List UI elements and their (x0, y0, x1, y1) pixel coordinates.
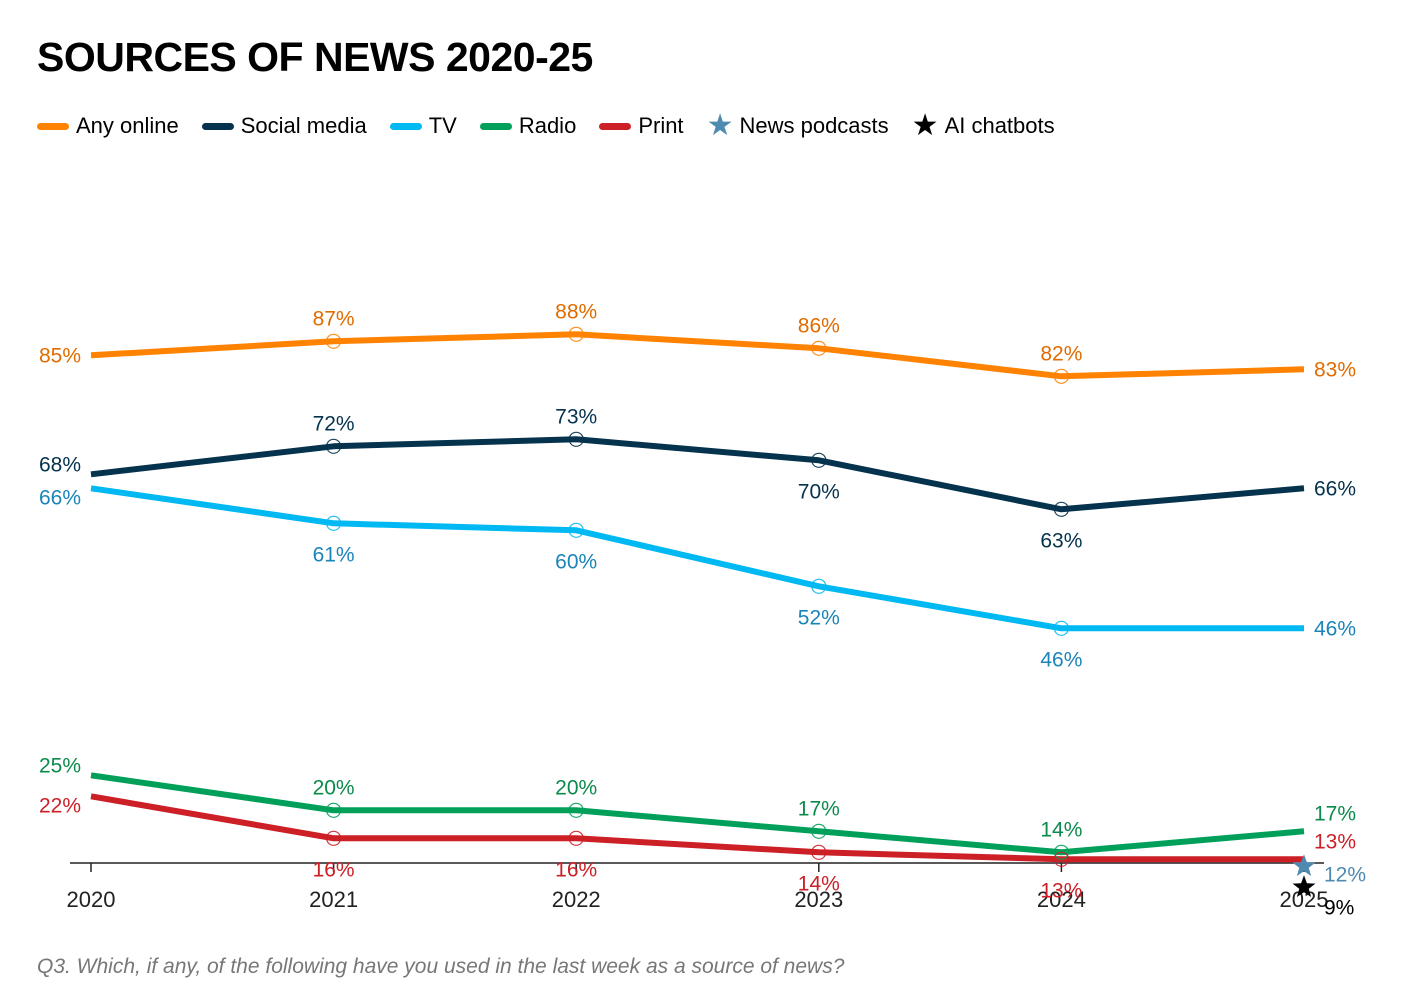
legend-label: Any online (76, 113, 179, 138)
chart-title: SOURCES OF NEWS 2020-25 (37, 34, 593, 80)
series-line-any_online (90, 331, 1305, 380)
series-markers (326, 326, 1316, 897)
data-point-print (568, 830, 584, 846)
legend-item-any-online: Any online (37, 113, 179, 139)
data-point-radio (1053, 844, 1070, 860)
legend-line-swatch (201, 122, 234, 130)
legend-line-swatch (37, 122, 69, 130)
data-point-any_online (1053, 368, 1070, 384)
data-label-radio: 20% (313, 776, 355, 799)
data-label-tv: 46% (1040, 648, 1082, 671)
legend-label: Print (638, 113, 684, 138)
data-label-radio: 25% (39, 754, 81, 777)
data-point-tv (326, 515, 342, 531)
data-point-radio (568, 802, 584, 818)
data-label-any_online: 87% (313, 307, 355, 330)
data-label-radio: 14% (1040, 818, 1082, 841)
data-label-print: 14% (798, 872, 840, 895)
data-label-social_media: 63% (1040, 529, 1082, 552)
data-label-tv: 46% (1314, 617, 1356, 640)
star-marker-news_podcasts (1292, 854, 1316, 876)
series-lines (90, 331, 1305, 863)
legend-item-social-media: Social media (201, 113, 367, 139)
x-tick-label: 2022 (552, 887, 601, 912)
legend-label: AI chatbots (944, 113, 1055, 138)
data-label-any_online: 85% (39, 344, 81, 367)
data-label-print: 13% (1314, 830, 1356, 853)
legend-item-radio: Radio (479, 113, 577, 139)
data-point-tv (1053, 620, 1070, 636)
legend-label: News podcasts (739, 113, 889, 138)
data-point-print (811, 844, 827, 860)
data-label-print: 16% (313, 858, 355, 881)
legend-star-icon: ★ (706, 109, 734, 142)
data-label-tv: 60% (555, 550, 597, 573)
legend-label: Radio (518, 113, 577, 138)
data-label-any_online: 83% (1314, 358, 1356, 381)
data-point-social_media (326, 438, 342, 454)
series-line-social_media (90, 436, 1305, 513)
legend-item-ai-chatbots: ★ AI chatbots (911, 109, 1055, 142)
data-label-tv: 61% (313, 543, 355, 566)
data-label-social_media: 73% (555, 405, 597, 428)
data-point-print (1053, 851, 1070, 867)
legend-line-swatch (599, 122, 632, 130)
x-tick-label: 2021 (309, 887, 358, 912)
data-label-radio: 20% (555, 776, 597, 799)
legend-label: TV (428, 113, 457, 138)
data-label-print: 16% (555, 858, 597, 881)
data-labels: 85% 87% 88% 86% 82% 83% 68% 72% 73% 70% 63% 66% 66% 6… (39, 300, 1366, 919)
data-label-radio: 17% (798, 797, 840, 820)
legend-item-tv: TV (389, 113, 457, 139)
data-label-any_online: 88% (555, 300, 597, 323)
chart-legend: Any online Social media TV Radio Print ★ News … (37, 110, 1078, 142)
data-label-social_media: 68% (39, 453, 81, 476)
legend-star-icon: ★ (911, 109, 939, 142)
data-label-social_media: 66% (1314, 477, 1356, 500)
data-point-print (326, 830, 342, 846)
series-line-radio (90, 772, 1305, 856)
legend-line-swatch (389, 122, 422, 130)
data-point-social_media (568, 431, 584, 447)
data-label-any_online: 82% (1040, 342, 1082, 365)
x-tick-label: 2024 (1037, 887, 1086, 912)
legend-item-news-podcasts: ★ News podcasts (706, 109, 889, 142)
data-point-any_online (326, 333, 342, 349)
data-point-radio (326, 802, 342, 818)
data-label-tv: 66% (39, 486, 81, 509)
data-label-ai_chatbots: 9% (1324, 896, 1354, 919)
data-label-any_online: 86% (798, 314, 840, 337)
legend-line-swatch (479, 122, 512, 130)
data-label-tv: 52% (798, 606, 840, 629)
data-label-social_media: 72% (313, 412, 355, 435)
data-point-any_online (811, 340, 827, 356)
data-point-any_online (568, 326, 584, 342)
series-line-tv (90, 485, 1304, 632)
data-point-social_media (1053, 501, 1070, 517)
survey-question-note: Q3. Which, if any, of the following have… (37, 955, 845, 978)
data-point-radio (811, 823, 827, 839)
star-marker-ai_chatbots (1292, 875, 1316, 897)
x-tick-label: 2023 (794, 887, 843, 912)
legend-label: Social media (240, 113, 367, 138)
data-label-radio: 17% (1314, 802, 1356, 825)
series-line-print (90, 793, 1304, 863)
legend-item-print: Print (599, 113, 684, 139)
data-point-tv (568, 522, 584, 538)
data-point-tv (811, 578, 827, 594)
data-point-social_media (811, 452, 827, 468)
data-label-news_podcasts: 12% (1324, 863, 1366, 886)
x-tick-label: 2020 (67, 887, 116, 912)
data-label-print: 13% (1040, 879, 1082, 902)
data-label-print: 22% (39, 794, 81, 817)
data-label-social_media: 70% (798, 480, 840, 503)
